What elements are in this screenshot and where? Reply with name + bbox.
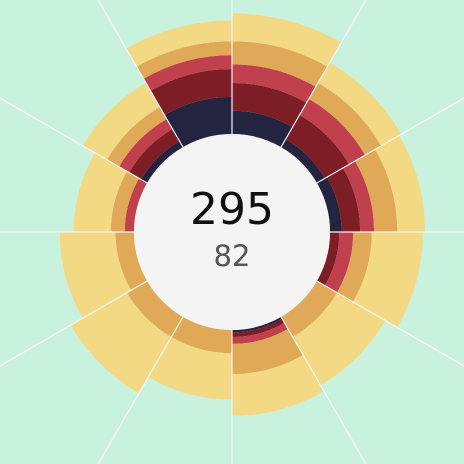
bar-segment [141, 141, 183, 183]
bar-segment [232, 316, 283, 333]
sector-divider [316, 97, 464, 184]
sector-divider [280, 0, 367, 148]
bar-segment [232, 328, 304, 375]
bar-segment [232, 82, 307, 128]
sector-divider [0, 280, 148, 367]
bar-segment [326, 167, 361, 232]
bar-segment [143, 55, 232, 91]
bar-segment [129, 129, 180, 180]
sector-divider [280, 316, 367, 464]
bar-segment [70, 292, 172, 394]
bar-segment [336, 232, 372, 302]
bar-segment [106, 106, 167, 167]
bar-segment [299, 98, 366, 165]
bar-segment [375, 135, 426, 232]
sector-divider [97, 0, 184, 148]
bar-segment [232, 355, 324, 416]
bar-segment [59, 232, 132, 319]
bar-segment [292, 292, 386, 386]
bar-segment [316, 177, 342, 232]
center-disc [134, 134, 330, 330]
bar-segment [324, 232, 354, 293]
bar-segment [82, 82, 160, 160]
bar-segment [342, 160, 375, 232]
sector-divider [0, 97, 148, 184]
sector-divider [316, 280, 464, 367]
sector-divider [97, 316, 184, 464]
bar-segment [119, 119, 173, 173]
bar-segment [285, 114, 350, 179]
center-total-value: 295 [190, 184, 274, 235]
bar-segment [148, 336, 232, 400]
bar-segment [318, 62, 402, 146]
bar-segment [73, 152, 128, 232]
bar-segment [232, 318, 285, 337]
bar-segment [353, 232, 423, 328]
bar-segment [164, 96, 232, 148]
bar-segment [115, 232, 148, 291]
center-secondary-value: 82 [213, 239, 251, 273]
bar-segment [232, 64, 316, 103]
bar-segment [232, 41, 328, 87]
bar-segment [281, 281, 337, 337]
bar-segment [150, 69, 232, 115]
bar-segment [171, 316, 232, 354]
bar-segment [124, 178, 148, 232]
bar-segment [232, 322, 288, 344]
bar-segment [232, 13, 342, 67]
bar-segment [110, 171, 140, 232]
bar-segment [281, 139, 325, 183]
bar-segment [355, 149, 398, 232]
bar-segment [136, 41, 232, 79]
bar-segment [232, 110, 293, 148]
bar-segment [316, 232, 340, 286]
bar-segment [127, 281, 183, 337]
bar-segment [126, 20, 232, 67]
bar-segment [308, 82, 382, 156]
